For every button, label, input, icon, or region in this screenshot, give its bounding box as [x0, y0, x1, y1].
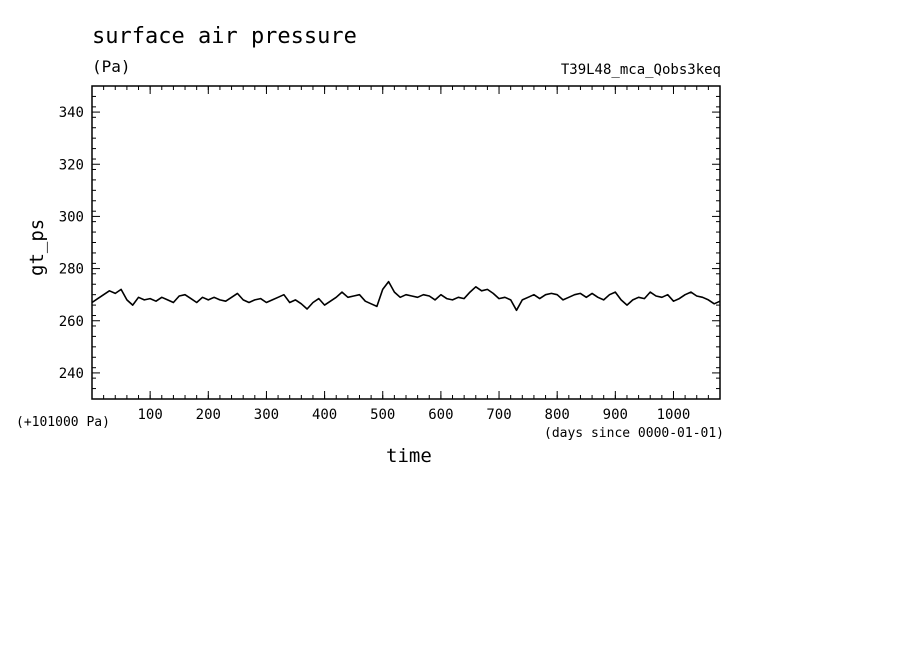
series-group	[91, 280, 721, 312]
y-offset-label: (+101000 Pa)	[16, 415, 110, 430]
series-line	[91, 280, 721, 312]
axis-ticks	[92, 86, 720, 399]
x-tick-label: 200	[196, 407, 221, 423]
x-tick-label: 400	[312, 407, 337, 423]
tick-labels: 100 200 300 400 500 600 700 800 900 1000 240 260 280…	[59, 105, 691, 423]
y-tick-label: 320	[59, 157, 84, 173]
y-tick-label: 340	[59, 105, 84, 121]
experiment-label: T39L48_mca_Qobs3keq	[560, 62, 721, 78]
units-label: (Pa)	[92, 57, 131, 76]
plot-frame	[91, 85, 721, 400]
x-tick-label: 500	[370, 407, 395, 423]
y-tick-label: 280	[59, 262, 84, 278]
x-tick-label: 1000	[657, 407, 691, 423]
x-tick-label: 600	[428, 407, 453, 423]
x-tick-label: 800	[545, 407, 570, 423]
y-tick-label: 300	[59, 209, 84, 225]
x-units-label: (days since 0000-01-01)	[544, 426, 725, 441]
x-tick-label: 900	[603, 407, 628, 423]
y-tick-label: 260	[59, 314, 84, 330]
chart-title: surface air pressure	[92, 24, 357, 49]
x-tick-label: 700	[486, 407, 511, 423]
x-tick-label: 100	[137, 407, 162, 423]
x-tick-label: 300	[254, 407, 279, 423]
y-tick-label: 240	[59, 366, 84, 382]
x-axis-label: time	[386, 445, 432, 467]
